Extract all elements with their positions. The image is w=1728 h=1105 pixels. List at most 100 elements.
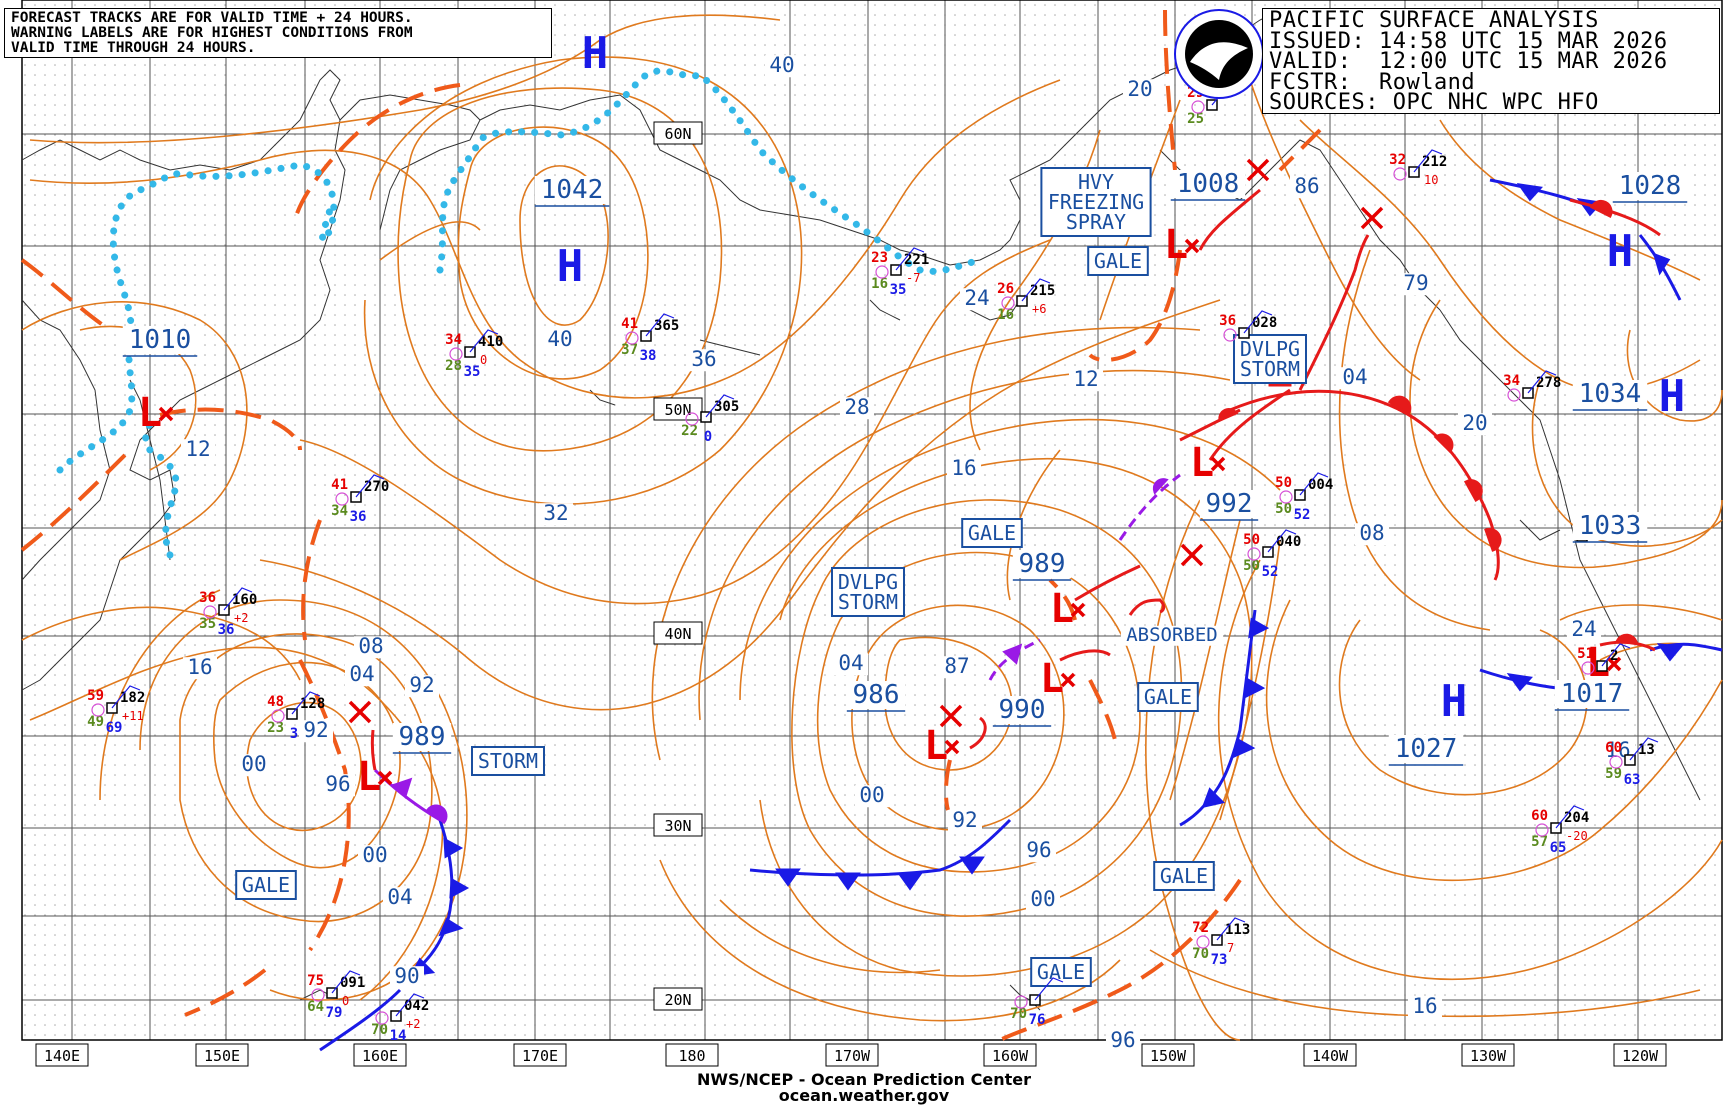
warning-label-box bbox=[1087, 246, 1149, 276]
isobar-label-bg bbox=[686, 349, 722, 372]
lat-label: 60N bbox=[664, 125, 691, 143]
isobar-label-bg bbox=[946, 458, 982, 481]
obs-dewpoint: 37 bbox=[621, 342, 638, 358]
wind-barb bbox=[469, 329, 499, 353]
noaa-logo-bird bbox=[1190, 42, 1248, 80]
weather-symbol bbox=[1609, 755, 1623, 769]
wind-barb bbox=[1034, 977, 1064, 1001]
pressure-value: 992 bbox=[1206, 489, 1253, 519]
isobar-label-bg bbox=[1021, 840, 1057, 863]
obs-dewpoint: 57 bbox=[1531, 834, 1548, 850]
obs-tendency: +2 bbox=[234, 611, 248, 625]
obs-pressure: 212 bbox=[1422, 154, 1447, 170]
pressure-value: 989 bbox=[399, 722, 446, 752]
ship-observation: 70 76 bbox=[1010, 977, 1064, 1028]
warning-label: STORM bbox=[838, 590, 898, 614]
low-pressure-symbol: L bbox=[924, 723, 960, 769]
obs-pressure: 182 bbox=[120, 690, 145, 706]
lat-label: 30N bbox=[664, 817, 691, 835]
absorbed-label: ABSORBED bbox=[1126, 624, 1218, 646]
wind-barb bbox=[223, 587, 253, 611]
obs-temperature: 72 bbox=[1192, 920, 1209, 936]
obs-sst: 36 bbox=[218, 622, 235, 638]
low-x-mark bbox=[1184, 238, 1200, 254]
pressure-value: 1034 bbox=[1579, 379, 1642, 409]
isobar-label: 00 bbox=[241, 752, 266, 776]
obs-dewpoint: 16 bbox=[997, 307, 1014, 323]
warning-label: GALE bbox=[1160, 864, 1208, 888]
obs-pressure: 160 bbox=[232, 592, 257, 608]
obs-temperature: 32 bbox=[1389, 152, 1406, 168]
obs-temperature: 36 bbox=[1219, 313, 1236, 329]
isobar-label-bg bbox=[404, 675, 440, 698]
pressure-value-bg bbox=[1572, 512, 1648, 540]
isobar-label: 87 bbox=[944, 654, 969, 678]
obs-pressure: 113 bbox=[1225, 922, 1250, 938]
wind-barb bbox=[1413, 149, 1443, 173]
obs-temperature: 41 bbox=[331, 477, 348, 493]
warning-label-box bbox=[471, 746, 545, 776]
isobar-label-bg bbox=[1398, 273, 1434, 296]
isobar-label: 40 bbox=[547, 327, 572, 351]
obs-tendency: 0 bbox=[342, 994, 349, 1008]
warning-label: GALE bbox=[968, 521, 1016, 545]
warning-label-group: GALE bbox=[1137, 682, 1199, 712]
isobar-label-bg bbox=[1105, 1030, 1141, 1053]
low-x-mark bbox=[1606, 656, 1622, 672]
warning-label-box bbox=[1040, 167, 1152, 237]
warning-label-group: GALE bbox=[1030, 957, 1092, 987]
wind-barb bbox=[111, 685, 141, 709]
isobar-label: 96 bbox=[1026, 838, 1051, 862]
pressure-value-bg bbox=[846, 681, 906, 709]
low-pressure-symbol: L bbox=[357, 754, 393, 800]
lat-label: 50N bbox=[664, 401, 691, 419]
weather-symbol bbox=[1247, 547, 1261, 561]
warning-label-box bbox=[235, 870, 297, 900]
forecast-position-x bbox=[1180, 543, 1204, 567]
pressure-value-bg bbox=[1012, 550, 1072, 578]
isobar-label-bg bbox=[320, 774, 356, 797]
obs-sst: 38 bbox=[640, 348, 657, 364]
lat-label: 20N bbox=[664, 991, 691, 1009]
low-pressure-symbol: L bbox=[1050, 586, 1086, 632]
ship-observation: 028 36 bbox=[1219, 310, 1277, 342]
obs-sst: 0 bbox=[704, 429, 712, 445]
isobar-label: 04 bbox=[349, 662, 374, 686]
obs-tendency: 10 bbox=[1424, 173, 1438, 187]
isobar-label-bg bbox=[1289, 176, 1325, 199]
pressure-value-bg bbox=[1199, 490, 1259, 518]
low-letter: L bbox=[1190, 440, 1214, 486]
obs-pressure: 204 bbox=[1564, 810, 1589, 826]
low-x-mark bbox=[1060, 672, 1076, 688]
isobar-label-bg bbox=[344, 664, 380, 687]
weather-symbol bbox=[1581, 661, 1595, 675]
pressure-value: 989 bbox=[1019, 549, 1066, 579]
high-pressure-symbol: H bbox=[1607, 226, 1634, 277]
wind-barb bbox=[355, 474, 385, 498]
obs-sst: 52 bbox=[1262, 564, 1279, 580]
valid-time: VALID: 12:00 UTC 15 MAR 2026 bbox=[1269, 49, 1668, 74]
weather-symbol bbox=[449, 347, 463, 361]
pressure-value: 1033 bbox=[1579, 511, 1642, 541]
isobar-label: 92 bbox=[409, 673, 434, 697]
low-letter: L bbox=[357, 754, 381, 800]
isobar-label: 24 bbox=[964, 286, 989, 310]
footer-line-1: NWS/NCEP - Ocean Prediction Center bbox=[696, 1070, 1032, 1089]
lon-label-box bbox=[1141, 1043, 1195, 1067]
pressure-value-bg bbox=[534, 176, 610, 204]
wind-barb bbox=[1555, 805, 1585, 829]
obs-temperature: 26 bbox=[997, 281, 1014, 297]
weather-symbol bbox=[1279, 490, 1293, 504]
obs-dewpoint: 25 bbox=[1187, 111, 1204, 127]
lat-label: 40N bbox=[664, 625, 691, 643]
weather-symbol bbox=[203, 605, 217, 619]
info-box: PACIFIC SURFACE ANALYSIS ISSUED: 14:58 U… bbox=[1262, 8, 1720, 114]
isobar-label: 24 bbox=[1571, 617, 1596, 641]
isobar-label-bg bbox=[1337, 367, 1373, 390]
pressure-value-bg bbox=[1170, 170, 1246, 198]
obs-pressure: 365 bbox=[654, 318, 679, 334]
high-pressure-symbol: H bbox=[1441, 676, 1468, 727]
ship-observation: 204 60 57 65-20 bbox=[1531, 805, 1589, 856]
